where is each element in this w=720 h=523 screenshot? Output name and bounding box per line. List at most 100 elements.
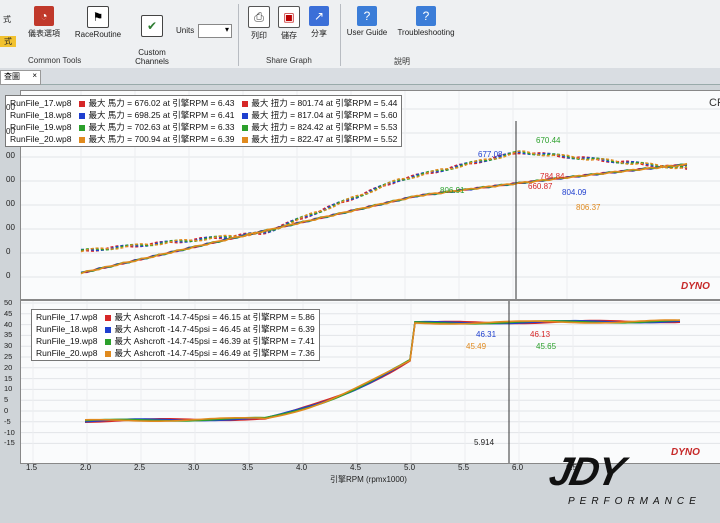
x-tick-label: 4.0 — [296, 463, 308, 472]
group-separator — [340, 4, 341, 66]
y-tick-label: 10 — [4, 384, 13, 394]
legend-swatch — [79, 124, 86, 131]
y-tick-label: 20 — [4, 362, 13, 372]
y-tick-label: 0 — [6, 247, 11, 256]
user-guide-button[interactable]: ? User Guide — [346, 6, 388, 37]
close-icon[interactable]: × — [32, 71, 37, 80]
y-tick-label: 00 — [6, 199, 15, 208]
legend-boost: 最大 Ashcroft -14.7-45psi = 46.15 at 引擎RPM… — [114, 312, 315, 322]
legend-swatch — [242, 136, 249, 143]
legend-row: RunFile_19.wp8 最大 Ashcroft -14.7-45psi = … — [36, 335, 315, 347]
y-tick-label: 00 — [6, 223, 15, 232]
y-tick-label: 00 — [6, 151, 15, 160]
print-button-label: 列印 — [251, 31, 267, 40]
mode-tab-partial[interactable]: 式 — [3, 15, 11, 24]
save-icon: ▣ — [278, 6, 300, 28]
y-tick-label: 50 — [4, 298, 13, 307]
legend-row: RunFile_17.wp8 最大 馬力 = 676.02 at 引擎RPM = … — [10, 97, 397, 109]
boost-line — [84, 319, 681, 422]
y-tick-label: 0 — [4, 406, 9, 415]
y-tick-label: 00 — [6, 103, 15, 112]
y-tick-label: 45 — [4, 308, 13, 318]
cursor-readout-label: 784.84 — [540, 172, 565, 181]
legend-tq: 最大 扭力 = 822.47 at 引擎RPM = 5.52 — [251, 134, 398, 144]
x-tick-label: 4.5 — [350, 463, 362, 472]
save-button[interactable]: ▣ 儲存 — [276, 6, 302, 41]
x-tick-label: 5.5 — [458, 463, 470, 472]
cursor-readout-label: 45.49 — [466, 342, 487, 351]
chevron-down-icon: ▾ — [224, 25, 229, 34]
troubleshooting-button[interactable]: ? Troubleshooting — [394, 6, 458, 37]
help-wrench-icon: ? — [416, 6, 436, 26]
legend-row: RunFile_19.wp8 最大 馬力 = 702.63 at 引擎RPM = … — [10, 121, 397, 133]
power-line — [80, 151, 688, 252]
units-dropdown[interactable]: ▾ — [198, 24, 232, 38]
legend-hp: 最大 馬力 = 702.63 at 引擎RPM = 6.33 — [88, 122, 235, 132]
legend-swatch — [242, 124, 249, 131]
x-tick-label: 1.5 — [26, 463, 38, 472]
x-tick-label: 3.5 — [242, 463, 254, 472]
legend-tq: 最大 扭力 = 801.74 at 引擎RPM = 5.44 — [251, 98, 398, 108]
race-routine-button[interactable]: ⚑ RaceRoutine — [72, 6, 124, 39]
y-tick-label: 5 — [4, 395, 9, 405]
corner-label: CF — [709, 97, 720, 109]
y-tick-label: 00 — [6, 127, 15, 136]
x-tick-label: 3.0 — [188, 463, 200, 472]
checklist-icon: ✔ — [141, 15, 163, 37]
document-tab-bar: 查圖 × — [0, 68, 720, 85]
x-axis-label: 引擎RPM (rpmx1000) — [330, 475, 407, 484]
share-button-label: 分享 — [311, 29, 327, 38]
performance-logo-text: PERFORMANCE — [568, 496, 701, 507]
cursor-value-label: 5.914 — [474, 438, 495, 447]
cursor-readout-label: 806.37 — [576, 203, 601, 212]
checkered-flag-icon: ⚑ — [87, 6, 109, 28]
share-icon: ↗ — [309, 6, 329, 26]
tab-graph[interactable]: 查圖 × — [0, 70, 41, 85]
cursor-readout-label: 660.87 — [528, 182, 553, 191]
share-button[interactable]: ↗ 分享 — [306, 6, 332, 39]
legend-swatch — [242, 112, 249, 119]
legend-file: RunFile_19.wp8 — [36, 336, 98, 346]
mode-tab-partial-active[interactable]: 式 — [0, 36, 16, 47]
legend-file: RunFile_19.wp8 — [10, 122, 72, 132]
legend-swatch — [79, 112, 86, 119]
legend-row: RunFile_20.wp8 最大 馬力 = 700.94 at 引擎RPM = … — [10, 133, 397, 145]
group-separator — [238, 4, 239, 66]
y-tick-label: 30 — [4, 341, 13, 351]
legend-hp: 最大 馬力 = 698.25 at 引擎RPM = 6.41 — [88, 110, 235, 120]
x-tick-label: 2.0 — [80, 463, 92, 472]
legend-row: RunFile_18.wp8 最大 馬力 = 698.25 at 引擎RPM = … — [10, 109, 397, 121]
user-guide-button-label: User Guide — [346, 28, 388, 37]
save-button-label: 儲存 — [281, 31, 297, 40]
y-tick-label: 35 — [4, 330, 13, 340]
legend-file: RunFile_20.wp8 — [10, 134, 72, 144]
legend-file: RunFile_17.wp8 — [36, 312, 98, 322]
legend-tq: 最大 扭力 = 817.04 at 引擎RPM = 5.60 — [251, 110, 398, 120]
custom-channels-button[interactable]: ✔ Custom Channels — [132, 6, 172, 66]
jdy-performance-logo: JDY PERFORMANCE — [540, 450, 720, 523]
y-tick-label: 00 — [6, 175, 15, 184]
cursor-readout-label: 806.91 — [440, 186, 465, 195]
troubleshooting-button-label: Troubleshooting — [397, 28, 455, 37]
y-tick-label: 15 — [4, 373, 13, 383]
cursor-readout-label: 804.09 — [562, 188, 587, 197]
legend-boost: 最大 Ashcroft -14.7-45psi = 46.49 at 引擎RPM… — [114, 348, 315, 358]
power-line — [80, 152, 688, 252]
print-button[interactable]: ⎙ 列印 — [246, 6, 272, 41]
x-tick-label: 5.0 — [404, 463, 416, 472]
custom-channels-button-label: Custom Channels — [135, 48, 169, 66]
legend-tq: 最大 扭力 = 824.42 at 引擎RPM = 5.53 — [251, 122, 398, 132]
units-label: Units — [176, 26, 195, 35]
cursor-readout-label: 46.31 — [476, 330, 497, 339]
power-line — [80, 150, 688, 251]
legend-swatch — [242, 100, 249, 107]
gauge-icon: ◔ — [34, 6, 54, 26]
cursor-readout-label: 46.13 — [530, 330, 551, 339]
dashboard-button[interactable]: ◔ 儀表選項 — [22, 6, 66, 39]
legend-row: RunFile_17.wp8 最大 Ashcroft -14.7-45psi = … — [36, 311, 315, 323]
boost-chart: RunFile_17.wp8 最大 Ashcroft -14.7-45psi = … — [20, 300, 720, 464]
legend-hp: 最大 馬力 = 700.94 at 引擎RPM = 6.39 — [88, 134, 235, 144]
y-tick-label: 0 — [6, 271, 11, 280]
jdy-logo-text: JDY — [545, 450, 627, 494]
legend-row: RunFile_20.wp8 最大 Ashcroft -14.7-45psi = … — [36, 347, 315, 359]
